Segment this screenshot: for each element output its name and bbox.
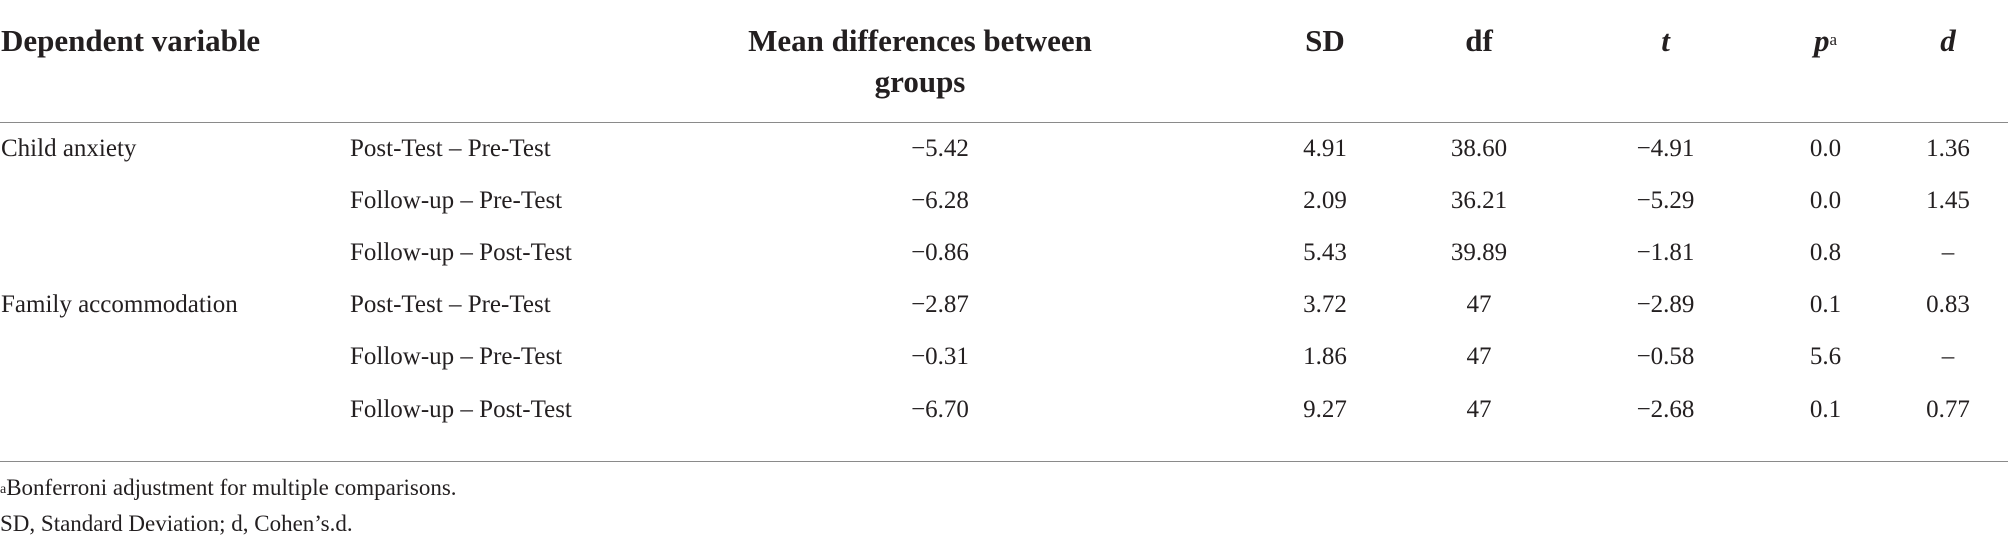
cell-p: 0.0 xyxy=(1809,187,1842,214)
cell-sd: 3.72 xyxy=(1303,291,1347,318)
cell-p: 0.8 xyxy=(1809,239,1842,266)
cell-sd: 2.09 xyxy=(1303,187,1347,214)
footnote-marker: a xyxy=(0,482,7,497)
header-d: d xyxy=(1888,0,2008,123)
footnote-bonferroni: aBonferroni adjustment for multiple comp… xyxy=(0,470,457,506)
cell-dependent-variable: Family accommodation xyxy=(1,291,238,318)
cell-dependent-variable xyxy=(0,331,350,383)
table-row: Follow-up – Pre-Test −6.28 2.09 36.21 −5… xyxy=(0,175,2008,227)
cell-mean-difference: −0.31 xyxy=(911,343,969,370)
abbreviations-note: SD, Standard Deviation; d, Cohen’s.d. xyxy=(0,511,353,536)
cell-t: −4.91 xyxy=(1636,135,1695,162)
cell-t: −2.68 xyxy=(1568,383,1763,462)
cell-p: 0.0 xyxy=(1809,135,1842,162)
header-d-label: d xyxy=(1940,23,1956,58)
cell-mean-difference: −6.28 xyxy=(911,187,969,214)
cell-t: −0.58 xyxy=(1636,343,1695,370)
cell-mean-difference: −5.42 xyxy=(911,135,969,162)
cell-sd: 5.43 xyxy=(1303,239,1347,266)
cell-p: 5.6 xyxy=(1809,343,1842,370)
cell-d: 0.77 xyxy=(1888,383,2008,462)
cell-comparison: Post-Test – Pre-Test xyxy=(350,135,551,162)
cell-d: 1.45 xyxy=(1926,187,1970,214)
cell-comparison: Follow-up – Post-Test xyxy=(350,239,572,266)
header-mean-differences-label: Mean differences between groups xyxy=(748,23,1092,99)
cell-df: 47 xyxy=(1466,291,1492,318)
cell-mean-difference: −6.70 xyxy=(620,383,1260,462)
cell-d: 0.83 xyxy=(1926,291,1970,318)
table-body: Child anxiety Post-Test – Pre-Test −5.42… xyxy=(0,123,2008,462)
header-dependent-variable: Dependent variable xyxy=(0,0,620,123)
table-row: Child anxiety Post-Test – Pre-Test −5.42… xyxy=(0,123,2008,176)
cell-d: – xyxy=(1941,343,1955,370)
header-mean-differences: Mean differences between groups xyxy=(620,0,1260,123)
header-df: df xyxy=(1390,0,1568,123)
cell-mean-difference: −0.86 xyxy=(911,239,969,266)
results-table: Dependent variable Mean differences betw… xyxy=(0,0,2008,462)
cell-df: 47 xyxy=(1466,343,1492,370)
cell-comparison: Follow-up – Pre-Test xyxy=(350,187,563,214)
cell-d: – xyxy=(1941,239,1955,266)
table-header: Dependent variable Mean differences betw… xyxy=(0,0,2008,123)
cell-t: −1.81 xyxy=(1636,239,1695,266)
cell-df: 38.60 xyxy=(1450,135,1508,162)
cell-dependent-variable xyxy=(0,383,350,462)
cell-sd: 9.27 xyxy=(1260,383,1390,462)
header-row: Dependent variable Mean differences betw… xyxy=(0,0,2008,123)
header-t: t xyxy=(1568,0,1763,123)
footnote-text: Bonferroni adjustment for multiple compa… xyxy=(6,475,457,500)
results-table-container: Dependent variable Mean differences betw… xyxy=(0,0,2008,462)
table-notes: aBonferroni adjustment for multiple comp… xyxy=(0,470,457,542)
cell-mean-difference: −2.87 xyxy=(911,291,969,318)
cell-df: 39.89 xyxy=(1450,239,1508,266)
cell-sd: 1.86 xyxy=(1303,343,1347,370)
cell-t: −5.29 xyxy=(1636,187,1695,214)
table-row: Follow-up – Pre-Test −0.31 1.86 47 −0.58… xyxy=(0,331,2008,383)
cell-p: 0.1 xyxy=(1809,291,1842,318)
table-row: Follow-up – Post-Test −0.86 5.43 39.89 −… xyxy=(0,227,2008,279)
cell-t: −2.89 xyxy=(1636,291,1695,318)
table-row: Follow-up – Post-Test −6.70 9.27 47 −2.6… xyxy=(0,383,2008,462)
cell-dependent-variable xyxy=(0,175,350,227)
header-p-footnote-marker: a xyxy=(1829,30,1838,49)
cell-comparison: Follow-up – Pre-Test xyxy=(350,343,563,370)
cell-sd: 4.91 xyxy=(1303,135,1347,162)
cell-dependent-variable: Child anxiety xyxy=(1,135,137,162)
cell-dependent-variable xyxy=(0,227,350,279)
cell-df: 47 xyxy=(1390,383,1568,462)
header-t-label: t xyxy=(1661,23,1670,58)
table-row: Family accommodation Post-Test – Pre-Tes… xyxy=(0,279,2008,331)
cell-comparison: Post-Test – Pre-Test xyxy=(350,291,551,318)
header-sd: SD xyxy=(1260,0,1390,123)
header-p-label: p xyxy=(1813,23,1830,58)
header-p: pa xyxy=(1763,0,1888,123)
cell-comparison: Follow-up – Post-Test xyxy=(350,383,620,462)
cell-p: 0.1 xyxy=(1763,383,1888,462)
cell-d: 1.36 xyxy=(1926,135,1970,162)
cell-df: 36.21 xyxy=(1450,187,1508,214)
